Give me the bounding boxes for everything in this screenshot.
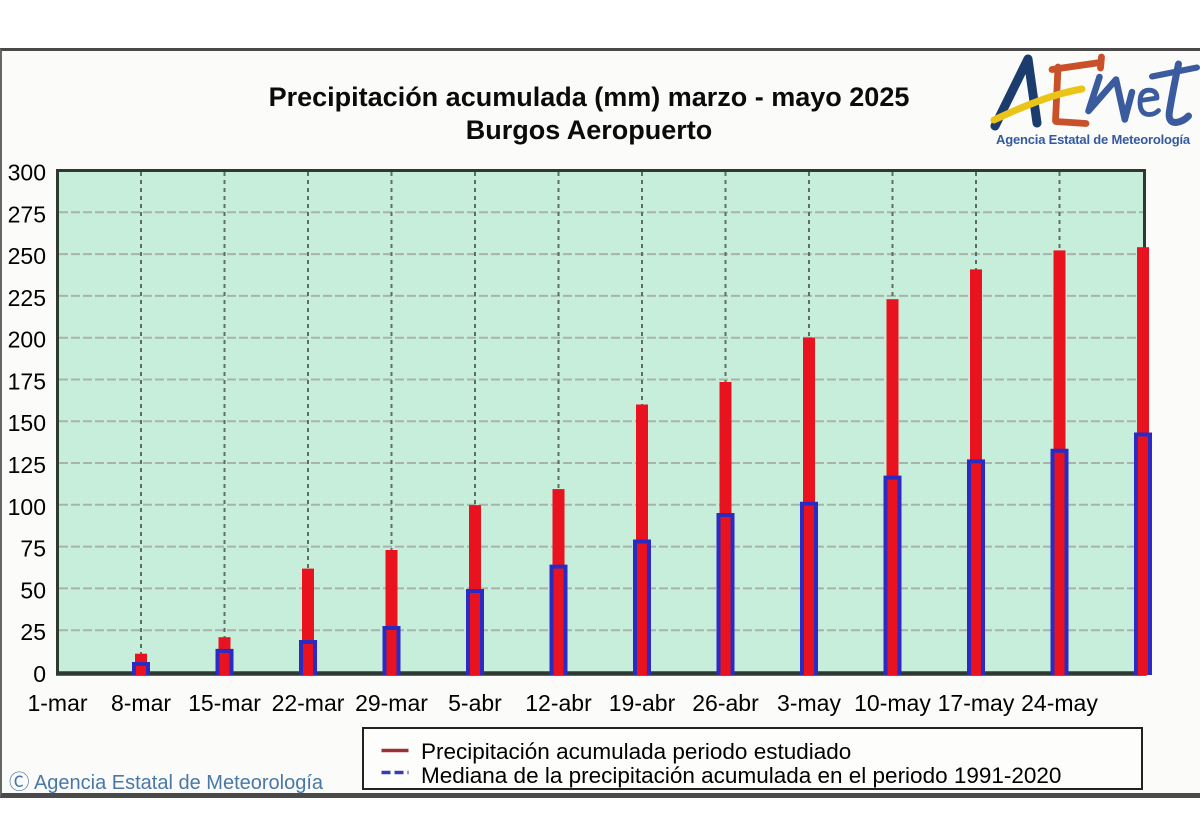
svg-text:22-mar: 22-mar xyxy=(272,690,345,716)
svg-text:24-may: 24-may xyxy=(1021,690,1098,716)
svg-text:250: 250 xyxy=(8,243,46,269)
svg-text:17-may: 17-may xyxy=(938,690,1015,716)
svg-text:8-mar: 8-mar xyxy=(111,690,171,716)
svg-text:275: 275 xyxy=(8,201,46,227)
svg-text:75: 75 xyxy=(20,536,46,562)
svg-text:19-abr: 19-abr xyxy=(609,690,676,716)
svg-text:300: 300 xyxy=(8,160,46,186)
svg-text:29-mar: 29-mar xyxy=(355,690,428,716)
svg-text:50: 50 xyxy=(20,577,46,603)
svg-text:15-mar: 15-mar xyxy=(188,690,261,716)
svg-text:0: 0 xyxy=(33,661,46,687)
svg-text:5-abr: 5-abr xyxy=(448,690,502,716)
svg-text:26-abr: 26-abr xyxy=(692,690,759,716)
svg-text:175: 175 xyxy=(8,369,46,395)
svg-text:150: 150 xyxy=(8,410,46,436)
svg-text:10-may: 10-may xyxy=(854,690,931,716)
svg-text:3-may: 3-may xyxy=(777,690,841,716)
svg-text:200: 200 xyxy=(8,327,46,353)
svg-text:100: 100 xyxy=(8,494,46,520)
svg-text:25: 25 xyxy=(20,619,46,645)
svg-text:1-mar: 1-mar xyxy=(27,690,87,716)
svg-text:225: 225 xyxy=(8,285,46,311)
svg-text:12-abr: 12-abr xyxy=(525,690,592,716)
svg-text:125: 125 xyxy=(8,452,46,478)
